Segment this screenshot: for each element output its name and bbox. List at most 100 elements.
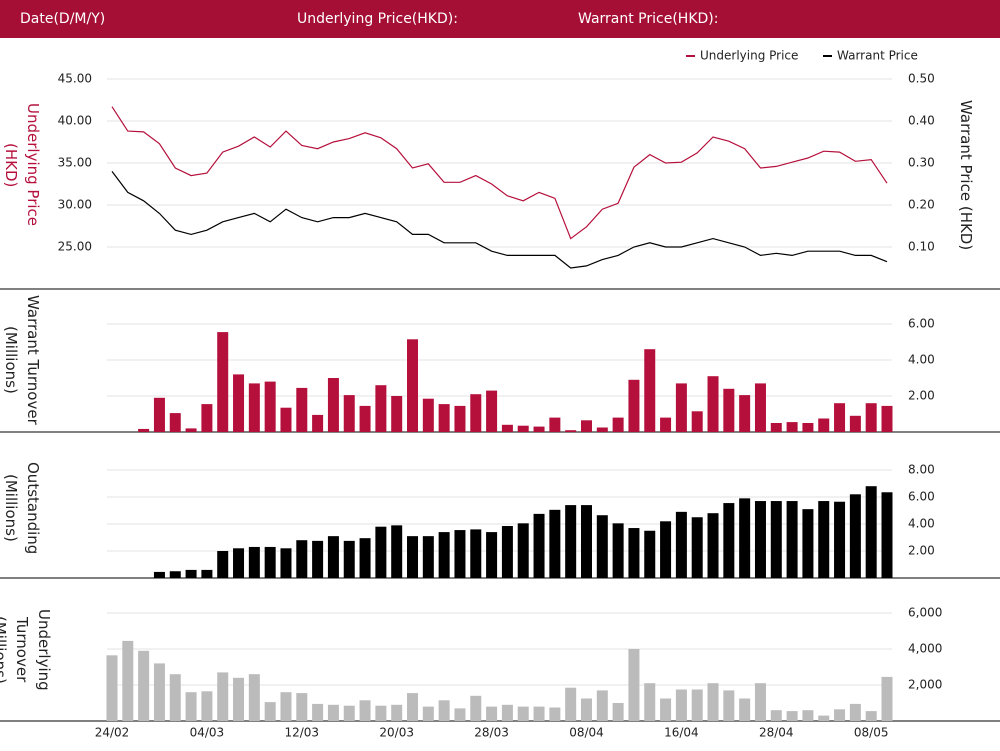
bar bbox=[754, 383, 766, 432]
bar bbox=[691, 517, 703, 578]
bar bbox=[359, 538, 371, 578]
bar bbox=[660, 698, 672, 721]
bar bbox=[739, 498, 751, 578]
bar bbox=[723, 503, 735, 578]
bar bbox=[138, 428, 150, 432]
bar bbox=[707, 683, 719, 721]
bar bbox=[359, 700, 371, 721]
bar bbox=[138, 650, 150, 721]
bar bbox=[422, 536, 434, 578]
bar bbox=[628, 528, 640, 578]
bar bbox=[201, 569, 213, 578]
bar bbox=[375, 526, 387, 578]
bar bbox=[881, 405, 893, 432]
bar bbox=[407, 536, 419, 578]
bar bbox=[865, 403, 877, 432]
legend-label: Warrant Price bbox=[837, 49, 918, 63]
bar bbox=[122, 640, 134, 721]
bar bbox=[818, 715, 830, 721]
bar bbox=[233, 548, 245, 578]
x-tick-label: 20/03 bbox=[379, 726, 414, 740]
x-tick-label: 12/03 bbox=[284, 726, 319, 740]
y-tick-label: 2.00 bbox=[908, 389, 935, 403]
x-tick-label: 04/03 bbox=[190, 726, 225, 740]
bar bbox=[834, 709, 846, 721]
bar bbox=[818, 418, 830, 432]
bar bbox=[422, 398, 434, 432]
bar bbox=[375, 385, 387, 432]
y-tick-label: 4.00 bbox=[908, 517, 935, 531]
y-axis-title: Warrant Turnover (Millions) bbox=[2, 295, 42, 425]
bar bbox=[691, 411, 703, 432]
bar bbox=[296, 540, 308, 578]
bar bbox=[849, 494, 861, 578]
bar bbox=[739, 395, 751, 432]
bar bbox=[233, 677, 245, 721]
bar bbox=[169, 413, 181, 432]
x-tick-label: 28/04 bbox=[759, 726, 794, 740]
bar bbox=[770, 423, 782, 432]
bar bbox=[296, 693, 308, 721]
bar bbox=[201, 404, 213, 432]
line-series bbox=[111, 106, 888, 240]
bar bbox=[343, 395, 355, 432]
bar bbox=[533, 706, 545, 721]
bar bbox=[549, 707, 561, 721]
bar bbox=[327, 378, 339, 432]
bar bbox=[865, 486, 877, 578]
bar bbox=[248, 674, 260, 721]
bar bbox=[533, 426, 545, 432]
y-tick-label: 40.00 bbox=[58, 114, 92, 128]
bar bbox=[501, 704, 513, 721]
bar bbox=[153, 663, 165, 721]
y-tick-label: 45.00 bbox=[58, 72, 92, 86]
bar bbox=[834, 501, 846, 578]
bar bbox=[391, 704, 403, 721]
bar bbox=[580, 698, 592, 721]
bar bbox=[707, 513, 719, 578]
header-date: Date(D/M/Y) bbox=[20, 11, 105, 27]
bar bbox=[849, 415, 861, 432]
bar bbox=[375, 705, 387, 721]
bar bbox=[327, 536, 339, 578]
bar bbox=[517, 425, 529, 432]
bar bbox=[770, 710, 782, 721]
bar bbox=[486, 390, 498, 432]
bar bbox=[881, 676, 893, 721]
bar bbox=[754, 683, 766, 721]
bar bbox=[248, 546, 260, 578]
y2-tick-label: 0.50 bbox=[908, 72, 935, 86]
bar bbox=[153, 571, 165, 578]
x-tick-label: 16/04 bbox=[664, 726, 699, 740]
bar bbox=[549, 417, 561, 432]
y-tick-label: 4.00 bbox=[908, 353, 935, 367]
bar bbox=[660, 521, 672, 578]
bar bbox=[533, 513, 545, 578]
bar bbox=[501, 424, 513, 432]
bar bbox=[217, 672, 229, 721]
bar bbox=[153, 397, 165, 432]
bar bbox=[580, 420, 592, 432]
bar bbox=[596, 690, 608, 721]
y-tick-label: 8.00 bbox=[908, 463, 935, 477]
bar bbox=[596, 515, 608, 578]
bar bbox=[754, 501, 766, 578]
bar bbox=[264, 546, 276, 578]
y2-tick-label: 0.30 bbox=[908, 156, 935, 170]
y-tick-label: 4,000 bbox=[908, 642, 942, 656]
bar bbox=[818, 501, 830, 578]
bar bbox=[169, 674, 181, 721]
bar bbox=[296, 387, 308, 432]
bar bbox=[312, 414, 324, 432]
bar bbox=[501, 526, 513, 578]
bar bbox=[849, 703, 861, 721]
bar bbox=[438, 700, 450, 721]
bar bbox=[185, 569, 197, 578]
bar bbox=[612, 703, 624, 721]
bar bbox=[628, 649, 640, 721]
bar bbox=[233, 374, 245, 432]
bar bbox=[675, 383, 687, 432]
bar bbox=[280, 407, 292, 432]
bar bbox=[770, 501, 782, 578]
